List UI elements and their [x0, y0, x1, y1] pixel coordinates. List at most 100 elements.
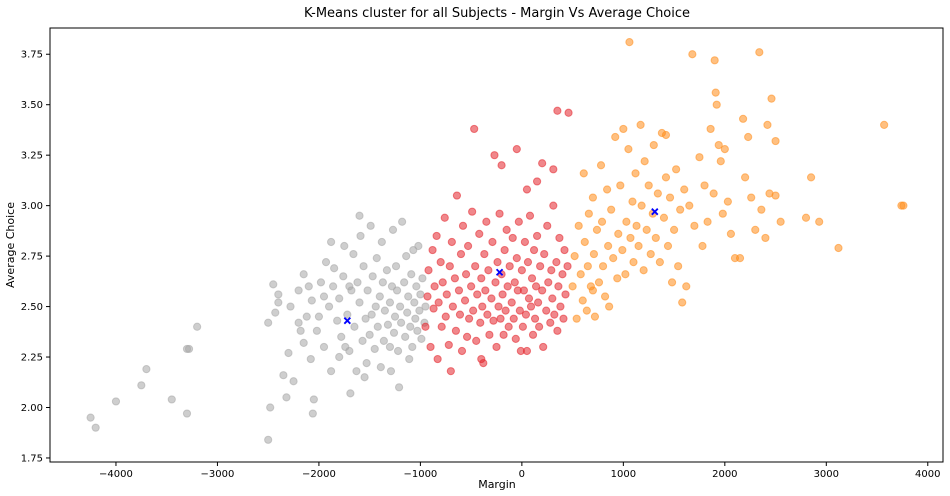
cluster-0-point-119	[274, 298, 283, 307]
cluster-1-point-19	[447, 237, 456, 247]
cluster-0-point-42	[337, 332, 346, 341]
cluster-2-point-74	[706, 124, 715, 134]
cluster-0-point-109	[421, 302, 430, 311]
x-tick-label: −3000	[201, 469, 235, 480]
cluster-2-point-67	[685, 201, 694, 210]
cluster-2-point-1	[570, 252, 579, 261]
cluster-0-point-94	[405, 354, 414, 364]
cluster-2-point-34	[624, 145, 633, 154]
cluster-1-point-17	[445, 262, 454, 271]
cluster-0-point-75	[383, 320, 393, 329]
cluster-1-point-67	[502, 225, 511, 234]
cluster-1-point-94	[531, 282, 541, 291]
cluster-2-point-48	[646, 249, 655, 259]
cluster-1-point-75	[511, 334, 520, 343]
cluster-0-point-102	[413, 326, 422, 335]
cluster-2-point-9	[583, 262, 592, 271]
cluster-2-point-40	[632, 221, 641, 230]
cluster-1-point-31	[462, 332, 472, 341]
cluster-1-point-22	[451, 326, 461, 335]
cluster-1-point-41	[475, 229, 484, 238]
cluster-1-point-13	[440, 213, 449, 222]
cluster-1-point-119	[563, 262, 572, 271]
cluster-1-point-26	[456, 249, 466, 259]
cluster-1-point-125	[512, 145, 521, 154]
cluster-1-point-116	[559, 314, 568, 323]
cluster-1-point-90	[527, 274, 537, 283]
cluster-2-point-43	[637, 201, 646, 210]
cluster-2-point-60	[669, 225, 679, 234]
cluster-1-point-49	[483, 310, 492, 319]
cluster-1-point-52	[487, 294, 496, 303]
cluster-1-point-4	[428, 245, 437, 255]
cluster-0-point-85	[394, 383, 404, 392]
cluster-2-point-37	[628, 197, 637, 206]
cluster-1-point-23	[452, 191, 462, 200]
cluster-2-point-27	[613, 274, 622, 283]
cluster-1-point-115	[558, 270, 567, 279]
cluster-2-point-13	[589, 249, 599, 259]
cluster-1-point-92	[529, 245, 539, 255]
cluster-1-point-82	[519, 286, 528, 295]
cluster-1-point-5	[429, 304, 438, 313]
cluster-0-point-68	[375, 292, 384, 301]
cluster-0-point-49	[349, 249, 358, 259]
y-tick-label: 2.75	[21, 252, 43, 263]
cluster-1-point-14	[441, 312, 450, 321]
cluster-1-point-79	[515, 306, 524, 315]
cluster-1-point-43	[477, 274, 486, 283]
cluster-0-point-53	[355, 298, 364, 307]
cluster-1-point-30	[461, 270, 471, 279]
cluster-1-point-61	[496, 314, 505, 323]
cluster-1-point-71	[507, 298, 516, 307]
cluster-1-point-54	[489, 316, 498, 325]
cluster-2-point-26	[611, 132, 620, 142]
cluster-2-point-64	[678, 298, 687, 307]
cluster-1-point-117	[560, 245, 569, 255]
cluster-2-point-29	[616, 181, 625, 190]
cluster-0-point-118	[335, 352, 344, 362]
cluster-0-point-55	[358, 336, 367, 345]
cluster-2-point-39	[631, 169, 640, 178]
cluster-0-point-104	[415, 306, 424, 315]
cluster-0-point-71	[378, 278, 387, 287]
cluster-2-point-3	[574, 221, 583, 230]
cluster-2-point-63	[676, 205, 685, 214]
cluster-0-point-63	[368, 272, 377, 281]
cluster-1-point-91	[528, 330, 538, 339]
cluster-2-point-47	[644, 181, 653, 190]
cluster-1-point-109	[550, 310, 559, 319]
cluster-2-point-18	[597, 217, 607, 226]
cluster-1-point-106	[547, 266, 556, 275]
cluster-2-point-102	[834, 243, 843, 253]
cluster-0-point-45	[343, 310, 352, 319]
cluster-2-point-91	[755, 48, 764, 57]
x-tick-label: −2000	[302, 469, 336, 480]
cluster-2-point-46	[642, 225, 651, 234]
cluster-1-point-32	[463, 241, 473, 251]
cluster-2-point-69	[690, 221, 699, 230]
cluster-2-point-98	[776, 217, 785, 226]
cluster-1-point-20	[448, 302, 457, 311]
cluster-0-point-61	[366, 221, 375, 230]
cluster-1-point-84	[521, 310, 531, 319]
cluster-2-point-36	[626, 233, 635, 243]
cluster-1-point-113	[555, 233, 564, 243]
cluster-0-point-95	[406, 322, 415, 331]
cluster-1-point-3	[426, 342, 435, 352]
cluster-0-point-1	[91, 423, 100, 432]
x-axis-ticks: −4000 −3000 −2000 −1000 0 1000 2000 3000 4000	[99, 462, 941, 480]
cluster-1-point-107	[548, 294, 557, 303]
cluster-1-point-88	[525, 211, 535, 220]
cluster-1-point-123	[549, 165, 558, 174]
cluster-2-point-89	[747, 193, 756, 202]
cluster-1-point-129	[516, 346, 525, 356]
cluster-1-point-35	[468, 207, 477, 216]
cluster-2-point-52	[653, 189, 662, 198]
cluster-1-point-10	[436, 258, 445, 267]
cluster-0-point-93	[404, 292, 413, 301]
cluster-2-point-93	[761, 233, 770, 243]
cluster-0-point-83	[392, 286, 402, 295]
cluster-2-point-6	[579, 169, 588, 178]
cluster-1-point-60	[495, 209, 504, 218]
